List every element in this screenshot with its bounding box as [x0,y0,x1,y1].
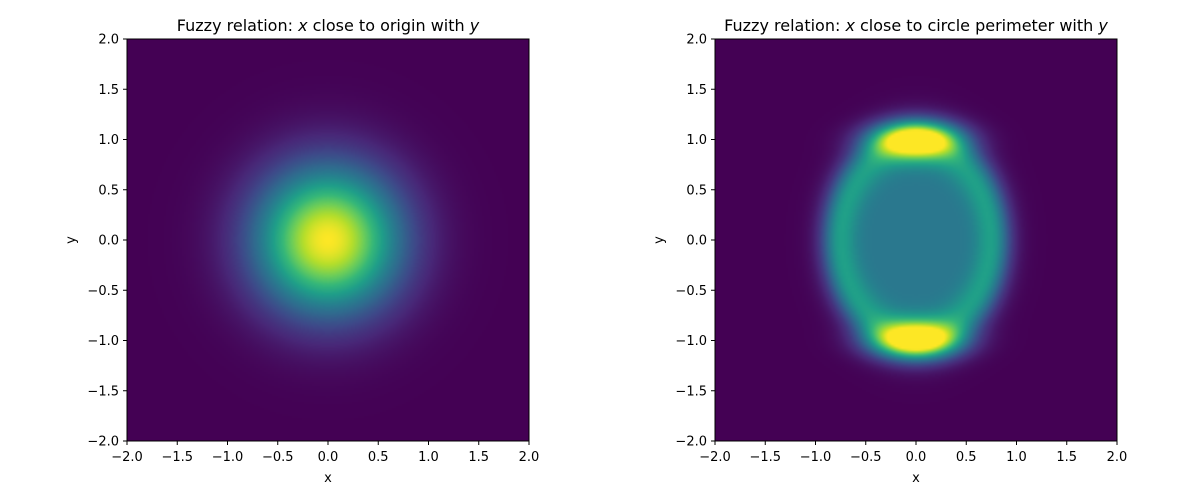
right-y-axis-label: y [652,236,667,244]
right-y-ticks: −2.0 −1.5 −1.0 −0.5 0.0 0.5 1.0 1.5 2.0 [675,33,715,450]
left-chart-title: Fuzzy relation: x close to origin with y [177,16,480,35]
x-tick-label: 2.0 [1107,450,1128,465]
right-heatmap-image [715,39,1117,441]
y-tick-label: 1.5 [98,83,119,98]
left-y-axis-label: y [64,236,79,244]
x-tick-label: 1.5 [468,450,489,465]
y-tick-label: 2.0 [98,33,119,48]
y-tick-label: 1.0 [686,133,707,148]
y-tick-label: 0.5 [98,183,119,198]
y-tick-label: −0.5 [675,284,707,299]
y-tick-label: −2.0 [87,435,119,450]
y-tick-label: −1.5 [675,384,707,399]
x-tick-label: −1.0 [212,450,244,465]
left-y-ticks: −2.0 −1.5 −1.0 −0.5 0.0 0.5 1.0 1.5 2.0 [87,33,127,450]
y-tick-label: 1.0 [98,133,119,148]
x-tick-label: 0.0 [906,450,927,465]
y-tick-label: −1.0 [87,334,119,349]
x-tick-label: −1.5 [161,450,193,465]
left-x-ticks: −2.0 −1.5 −1.0 −0.5 0.0 0.5 1.0 1.5 2.0 [111,441,539,465]
x-tick-label: 0.5 [956,450,977,465]
right-x-ticks: −2.0 −1.5 −1.0 −0.5 0.0 0.5 1.0 1.5 2.0 [699,441,1127,465]
y-tick-label: 0.0 [686,234,707,249]
left-heatmap-image [127,39,529,441]
x-tick-label: 1.0 [1006,450,1027,465]
y-tick-label: 2.0 [686,33,707,48]
y-tick-label: −0.5 [87,284,119,299]
x-tick-label: −1.5 [749,450,781,465]
y-tick-label: −2.0 [675,435,707,450]
y-tick-label: 0.5 [686,183,707,198]
left-chart: Fuzzy relation: x close to origin with y… [64,16,539,486]
y-tick-label: −1.5 [87,384,119,399]
x-tick-label: −0.5 [262,450,294,465]
x-tick-label: −2.0 [699,450,731,465]
right-chart-title: Fuzzy relation: x close to circle perime… [724,16,1108,35]
right-x-axis-label: x [912,471,920,486]
right-chart: Fuzzy relation: x close to circle perime… [652,16,1127,486]
x-tick-label: 1.0 [418,450,439,465]
y-tick-label: 1.5 [686,83,707,98]
x-tick-label: 1.5 [1056,450,1077,465]
x-tick-label: −0.5 [850,450,882,465]
x-tick-label: −2.0 [111,450,143,465]
x-tick-label: −1.0 [800,450,832,465]
x-tick-label: 2.0 [519,450,540,465]
x-tick-label: 0.5 [368,450,389,465]
y-tick-label: −1.0 [675,334,707,349]
x-tick-label: 0.0 [318,450,339,465]
left-x-axis-label: x [324,471,332,486]
y-tick-label: 0.0 [98,234,119,249]
